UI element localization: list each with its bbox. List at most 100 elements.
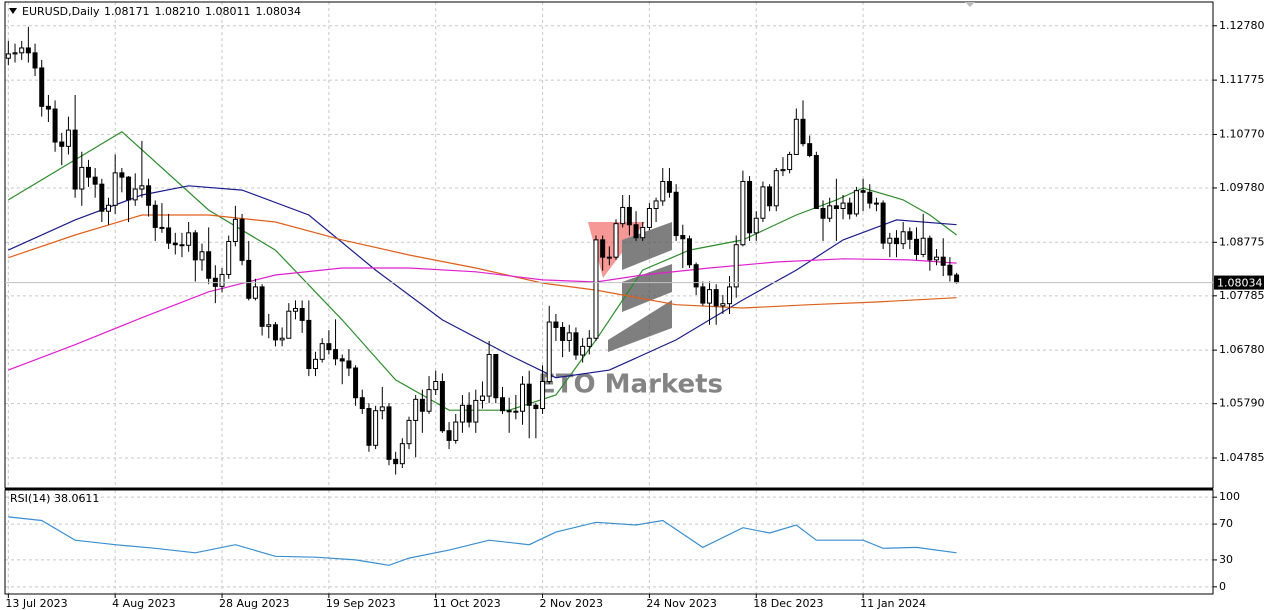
x-tick-label: 13 Jul 2023 [5, 597, 67, 610]
candle-body [226, 240, 232, 275]
candle-body [106, 204, 112, 212]
candle-body [880, 202, 886, 244]
x-tick-label: 11 Jan 2024 [860, 597, 926, 610]
candle-body [813, 155, 819, 210]
candle-body [553, 321, 559, 328]
candle-body [146, 185, 152, 206]
candle-body [907, 231, 913, 240]
candle-body [379, 406, 385, 412]
candle-body [767, 186, 773, 207]
candle-body [613, 223, 619, 258]
candle-body [593, 239, 599, 339]
candle-body [780, 169, 786, 172]
ohlc-value: 1.08171 [104, 5, 150, 18]
candle-body [319, 343, 325, 360]
y-tick-label: 1.11775 [1219, 73, 1265, 86]
candle-body [52, 108, 58, 143]
candle-body [753, 217, 759, 234]
candle-body [152, 204, 158, 228]
candle-body [600, 239, 606, 258]
candle-body [12, 52, 18, 55]
candle-body [159, 226, 165, 229]
candle-body [940, 256, 946, 266]
candle-body [660, 180, 666, 202]
candle-body [59, 141, 65, 147]
candle-body [172, 242, 178, 246]
candle-body [620, 206, 626, 225]
x-tick-label: 2 Nov 2023 [540, 597, 603, 610]
candle-body [366, 408, 372, 446]
candle-body [827, 205, 833, 219]
candle-body [139, 185, 145, 190]
candle-body [326, 343, 332, 351]
candle-body [406, 419, 412, 445]
y-tick-label: 1.07785 [1219, 289, 1265, 302]
candle-body [807, 143, 813, 157]
candle-body [232, 218, 238, 242]
candle-body [486, 353, 492, 397]
candle-body [673, 191, 679, 237]
candle-body [353, 367, 359, 399]
rsi-y-tick-label: 70 [1219, 517, 1233, 530]
candle-body [92, 176, 98, 185]
candle-body [700, 286, 706, 304]
candle-body [934, 256, 940, 261]
candle-body [853, 190, 859, 215]
candle-body [513, 410, 519, 413]
x-tick-label: 28 Aug 2023 [219, 597, 289, 610]
candle-body [840, 202, 846, 210]
candle-body [393, 458, 399, 465]
menu-triangle [9, 8, 17, 14]
candle-body [239, 218, 245, 261]
candle-body [453, 421, 459, 441]
candle-body [873, 202, 879, 205]
candle-body [433, 381, 439, 391]
candle-body [286, 310, 292, 339]
candle-body [126, 176, 132, 201]
price-label-box [1214, 275, 1264, 290]
y-tick-label: 1.09780 [1219, 181, 1265, 194]
candle-body [546, 321, 552, 383]
candle-body [99, 183, 105, 212]
candle-body [199, 251, 205, 261]
candle-body [540, 381, 546, 410]
candle-body [479, 395, 485, 401]
candle-body [306, 319, 312, 370]
candle-body [640, 226, 646, 239]
candle-body [299, 308, 305, 321]
candle-body [653, 200, 659, 210]
x-tick-label: 19 Sep 2023 [326, 597, 396, 610]
candle-body [206, 251, 212, 279]
candle-body [119, 172, 125, 178]
y-tick-label: 1.12780 [1219, 19, 1265, 32]
candle-body [419, 398, 425, 412]
y-tick-label: 1.06780 [1219, 343, 1265, 356]
candle-body [166, 227, 172, 244]
candle-body [65, 129, 71, 147]
candle-body [533, 404, 539, 410]
candle-body [79, 166, 85, 190]
candle-body [720, 303, 726, 307]
candle-body [32, 52, 38, 69]
candle-body [219, 273, 225, 287]
candle-body [947, 264, 953, 276]
y-tick-label: 1.08775 [1219, 235, 1265, 248]
candle-body [867, 191, 873, 204]
candle-body [860, 190, 866, 193]
candle-body [566, 332, 572, 341]
candle-body [900, 231, 906, 245]
x-tick-label: 11 Oct 2023 [433, 597, 501, 610]
candle-body [506, 410, 512, 413]
candle-body [914, 238, 920, 255]
grid-layer [5, 2, 1213, 594]
y-tick-label: 1.10770 [1219, 127, 1265, 140]
candle-body [833, 205, 839, 210]
logo-stripe [608, 300, 672, 352]
candle-body [626, 206, 632, 226]
candle-body [339, 358, 345, 362]
moving-average [8, 214, 957, 309]
candle-body [359, 397, 365, 410]
candle-body [112, 172, 118, 206]
candle-body [292, 308, 298, 312]
